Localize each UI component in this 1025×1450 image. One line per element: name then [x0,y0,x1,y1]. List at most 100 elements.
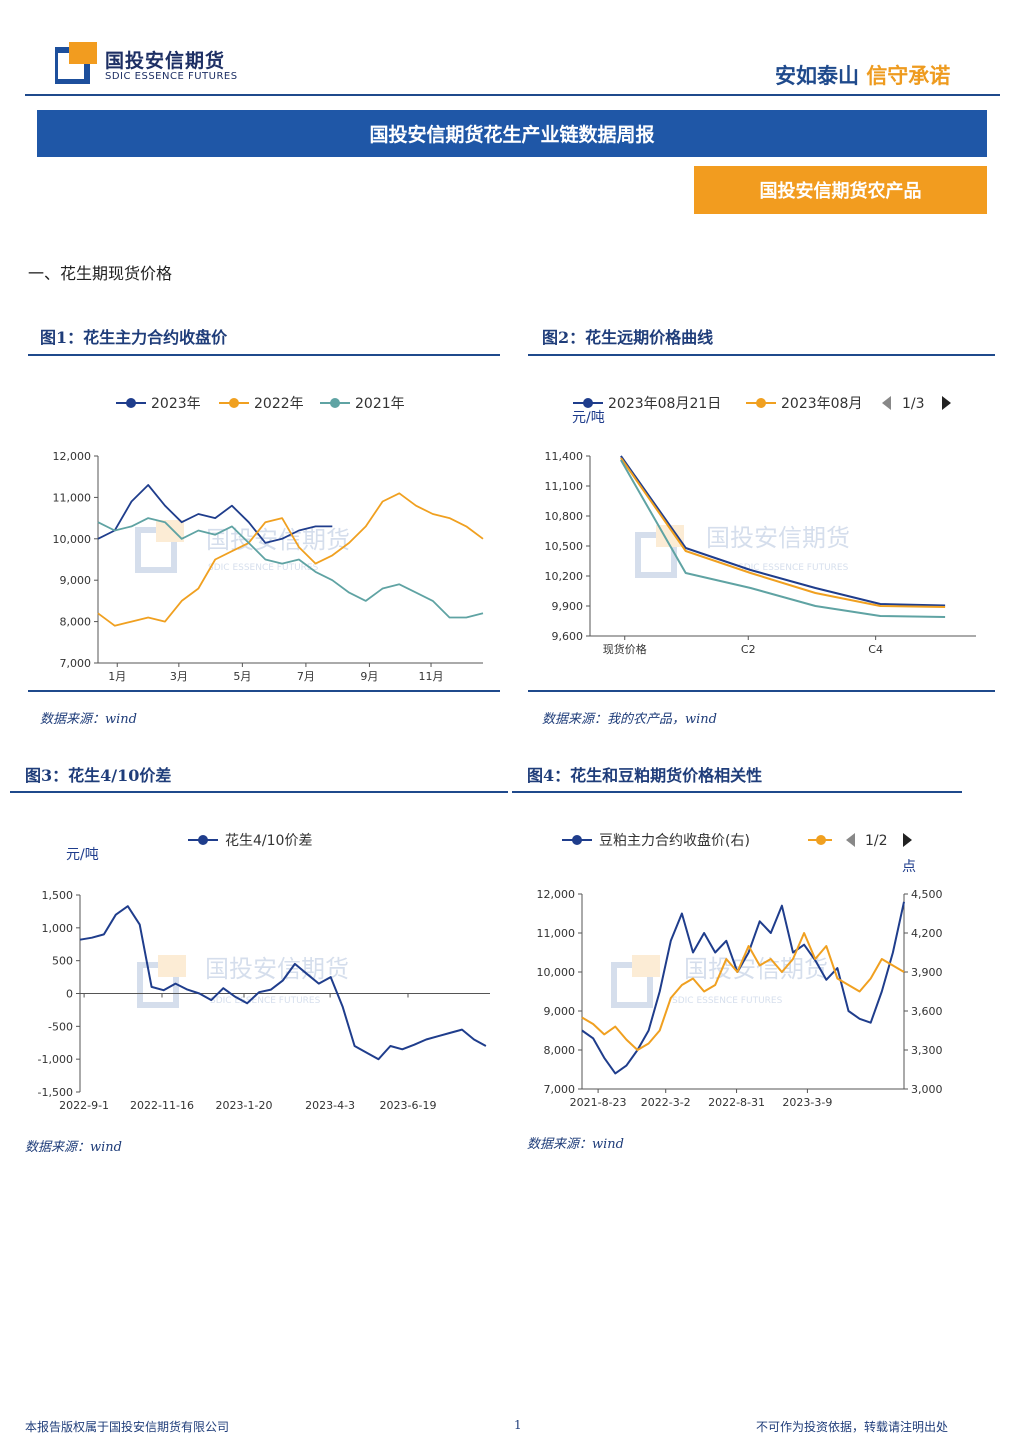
fig4-x-tick-label: 2022-8-31 [708,1096,765,1109]
fig2-source: 数据来源：我的农产品，wind [542,712,717,727]
fig3-legend: 花生4/10价差 [188,833,312,849]
fig4-title: 图4：花生和豆粕期货价格相关性 [527,766,763,785]
fig2-watermark-cn: 国投安信期货 [706,524,850,552]
fig2-x-tick-label: 现货价格 [603,642,647,656]
fig3-watermark: 国投安信期货 SDIC ESSENCE FUTURES [137,955,349,1008]
fig1-source: 数据来源：wind [40,712,137,727]
fig3-title-rule [10,791,508,793]
fig2-x-tick-label: C4 [868,643,883,656]
fig2-watermark: 国投安信期货 SDIC ESSENCE FUTURES [635,524,850,578]
fig3-x-tick-label: 2022-11-16 [130,1099,194,1112]
fig3-y-tick-label: 500 [52,955,73,968]
fig1-x-tick-label: 9月 [360,670,378,683]
fig4-y2-tick-label: 3,600 [911,1005,943,1018]
fig2-title: 图2：花生远期价格曲线 [542,328,714,347]
fig2-y-tick-label: 10,500 [545,540,584,553]
fig1-x-tick-label: 11月 [419,670,444,683]
fig4-y2-unit: 点 [902,859,916,875]
fig4-source: 数据来源：wind [527,1137,624,1152]
fig4-x-tick-label: 2021-8-23 [570,1096,627,1109]
fig2-legend: 2023年08月21日 2023年08月 1/3 [573,396,951,412]
legend-marker-2023 [126,398,136,408]
fig4-series-line-0 [581,901,905,1075]
fig1-y-tick-label: 11,000 [53,491,92,504]
fig4-y2-tick-label: 4,200 [911,927,943,940]
fig4-y-tick-label: 7,000 [544,1083,576,1096]
fig4-y-tick-label: 9,000 [544,1005,576,1018]
fig3-x-tick-label: 2022-9-1 [59,1099,109,1112]
fig4-y-tick-label: 8,000 [544,1044,576,1057]
legend-prev-icon[interactable] [882,396,891,410]
fig1-series-line-2 [97,517,484,619]
fig1-x-tick-label: 5月 [233,670,251,683]
legend-meal: 豆粕主力合约收盘价(右) [599,832,750,849]
fig3-chart: 花生4/10价差 元/吨 国投安信期货 SDIC ESSENCE FUTURES… [38,833,490,1112]
legend-marker-2022 [229,398,239,408]
fig2-y-tick-label: 11,400 [545,450,584,463]
fig4-watermark: 国投安信期货 SDIC ESSENCE FUTURES [611,955,828,1008]
fig1-y-tick-label: 7,000 [60,657,92,670]
fig4-y-tick-label: 12,000 [537,888,576,901]
fig3-y-tick-label: 0 [66,988,73,1001]
fig1-title: 图1：花生主力合约收盘价 [40,328,228,347]
fig2-y-tick-label: 10,200 [545,570,584,583]
fig3-y-tick-label: 1,000 [42,922,74,935]
fig2-series-line-0 [620,455,946,607]
fig4-watermark-en: SDIC ESSENCE FUTURES [672,996,783,1006]
fig4-y2-tick-label: 3,300 [911,1044,943,1057]
legend-marker-peanut [816,835,826,845]
slogan: 安如泰山 信守承诺 [775,60,950,90]
fig4-x-tick-label: 2023-3-9 [782,1096,832,1109]
fig3-y-tick-label: -1,000 [38,1053,73,1066]
fig1-y-tick-label: 9,000 [60,574,92,587]
legend-series-month: 2023年08月 [781,396,862,412]
legend-next-icon[interactable] [942,396,951,410]
fig4-y2-tick-label: 3,900 [911,966,943,979]
fig2-chart: 2023年08月21日 2023年08月 1/3 元/吨 国投安信期货 SDIC… [545,396,976,656]
fig4-legend: 豆粕主力合约收盘价(右) 1/2 [562,832,912,849]
footer-disclaimer: 不可作为投资依据，转载请注明出处 [756,1420,949,1434]
slogan-part-a: 安如泰山 [775,64,859,88]
legend-marker-month [756,398,766,408]
fig4-x-tick-label: 2022-3-2 [641,1096,691,1109]
fig1-y-tick-label: 10,000 [53,533,92,546]
fig2-series-line-2 [620,459,946,618]
legend-marker-2021 [330,398,340,408]
fig4-y2-tick-label: 3,000 [911,1083,943,1096]
fig1-watermark-en: SDIC ESSENCE FUTURES [208,563,319,573]
fig2-bottom-rule [528,690,995,692]
legend-prev-icon[interactable] [846,833,855,847]
fig2-y-tick-label: 9,600 [552,630,584,643]
fig2-y-unit: 元/吨 [572,410,605,426]
fig3-y-unit: 元/吨 [66,847,99,863]
fig1-y-tick-label: 8,000 [60,616,92,629]
fig3-y-tick-label: -1,500 [38,1086,73,1099]
legend-next-icon[interactable] [903,833,912,847]
legend-marker-spread [198,835,208,845]
legend-page-indicator: 1/2 [865,833,888,849]
fig4-title-rule [512,791,962,793]
fig1-series-line-1 [97,492,484,627]
fig3-watermark-cn: 国投安信期货 [205,955,349,983]
legend-page-indicator: 1/3 [902,396,925,412]
footer-copyright: 本报告版权属于国投安信期货有限公司 [25,1420,230,1434]
category-tag: 国投安信期货农产品 [694,166,987,214]
fig1-x-tick-label: 7月 [297,670,315,683]
fig1-legend: 2023年 2022年 2021年 [116,396,405,412]
fig2-y-tick-label: 10,800 [545,510,584,523]
fig4-y-tick-label: 11,000 [537,927,576,940]
fig2-x-tick-label: C2 [741,643,756,656]
fig1-x-tick-label: 1月 [108,670,126,683]
fig1-chart: 2023年 2022年 2021年 国投安信期货 SDIC ESSENCE FU… [53,396,484,683]
legend-spread: 花生4/10价差 [225,833,312,849]
fig2-series-line-1 [620,457,946,608]
legend-2021: 2021年 [355,396,405,412]
fig3-x-tick-label: 2023-6-19 [380,1099,437,1112]
fig3-series-line-0 [79,905,487,1061]
company-logo-icon [52,42,97,85]
fig3-watermark-en: SDIC ESSENCE FUTURES [210,996,321,1006]
fig3-x-tick-label: 2023-1-20 [216,1099,273,1112]
fig3-y-tick-label: 1,500 [42,889,74,902]
header-divider [25,94,1000,96]
fig4-y2-tick-label: 4,500 [911,888,943,901]
